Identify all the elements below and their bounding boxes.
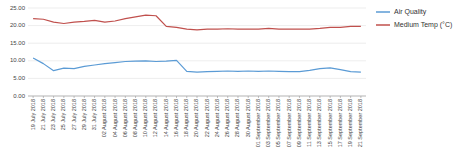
series-line <box>33 15 361 30</box>
x-tick-label: 13 September 2018 <box>316 99 322 147</box>
x-tick-label: 21 July 2018 <box>40 99 46 130</box>
x-tick-label: 21 September 2018 <box>357 99 363 147</box>
x-tick <box>299 96 300 98</box>
x-tick <box>84 96 85 98</box>
x-tick-label: 24 August 2018 <box>214 99 220 137</box>
x-tick <box>340 96 341 98</box>
x-tick-label: 10 August 2018 <box>142 99 148 137</box>
x-tick-label: 02 August 2018 <box>101 99 107 137</box>
x-tick-label: 04 August 2018 <box>112 99 118 137</box>
y-tick-label: 20.00 <box>10 22 26 28</box>
x-tick-label: 12 August 2018 <box>152 99 158 137</box>
x-tick <box>360 96 361 98</box>
grid-line <box>28 60 366 61</box>
x-tick-label: 28 August 2018 <box>234 99 240 137</box>
x-tick <box>125 96 126 98</box>
x-tick-label: 08 August 2018 <box>132 99 138 137</box>
y-tick-label: 25.00 <box>10 5 26 11</box>
x-tick <box>135 96 136 98</box>
x-tick <box>227 96 228 98</box>
x-tick-label: 17 September 2018 <box>337 99 343 147</box>
x-tick <box>94 96 95 98</box>
x-tick-label: 22 August 2018 <box>204 99 210 137</box>
x-tick <box>74 96 75 98</box>
x-tick <box>237 96 238 98</box>
x-tick-label: 20 August 2018 <box>193 99 199 137</box>
y-tick-label: 15.00 <box>10 40 26 46</box>
legend-swatch <box>376 24 390 26</box>
x-tick <box>330 96 331 98</box>
x-tick-label: 25 July 2018 <box>60 99 66 130</box>
x-tick <box>289 96 290 98</box>
x-tick-label: 14 August 2018 <box>163 99 169 137</box>
legend-swatch <box>376 11 390 13</box>
x-tick-label: 30 August 2018 <box>245 99 251 137</box>
x-tick <box>104 96 105 98</box>
x-tick <box>258 96 259 98</box>
x-tick-label: 19 July 2018 <box>30 99 36 130</box>
legend-label: Medium Temp (°C) <box>394 21 452 29</box>
x-tick <box>319 96 320 98</box>
x-tick <box>217 96 218 98</box>
x-tick <box>350 96 351 98</box>
x-tick <box>53 96 54 98</box>
x-tick <box>176 96 177 98</box>
grid-line <box>28 43 366 44</box>
x-tick-label: 26 August 2018 <box>224 99 230 137</box>
x-tick <box>145 96 146 98</box>
x-tick <box>33 96 34 98</box>
x-tick <box>63 96 64 98</box>
x-tick-label: 15 September 2018 <box>327 99 333 147</box>
grid-line <box>28 8 366 9</box>
y-tick-label: 10.00 <box>10 57 26 63</box>
x-tick-label: 05 September 2018 <box>275 99 281 147</box>
x-tick <box>186 96 187 98</box>
chart: 0.00 5.00 10.00 15.00 20.00 25.00 19 July 2018… <box>0 0 474 153</box>
x-tick-label: 29 July 2018 <box>81 99 87 130</box>
x-tick <box>197 96 198 98</box>
x-tick-label: 06 August 2018 <box>122 99 128 137</box>
grid-line <box>28 78 366 79</box>
x-tick <box>207 96 208 98</box>
x-tick-label: 11 September 2018 <box>306 99 312 147</box>
x-tick <box>166 96 167 98</box>
x-tick-label: 07 September 2018 <box>286 99 292 147</box>
series-line <box>33 58 361 72</box>
x-tick-label: 16 August 2018 <box>173 99 179 137</box>
x-tick-label: 23 July 2018 <box>50 99 56 130</box>
x-tick-label: 19 September 2018 <box>347 99 353 147</box>
x-tick-label: 09 September 2018 <box>296 99 302 147</box>
x-tick-label: 27 July 2018 <box>71 99 77 130</box>
x-tick <box>156 96 157 98</box>
x-tick-label: 31 July 2018 <box>91 99 97 130</box>
x-tick <box>115 96 116 98</box>
x-tick <box>268 96 269 98</box>
x-tick-label: 18 August 2018 <box>183 99 189 137</box>
y-tick-label: 0.00 <box>13 93 25 99</box>
plot-area <box>33 15 361 72</box>
x-tick <box>248 96 249 98</box>
x-tick <box>43 96 44 98</box>
x-tick <box>309 96 310 98</box>
y-tick-label: 5.00 <box>13 75 25 81</box>
legend-label: Air Quality <box>394 8 427 16</box>
x-tick-label: 01 September 2018 <box>255 99 261 147</box>
grid-line <box>28 25 366 26</box>
x-tick-label: 03 September 2018 <box>265 99 271 147</box>
x-tick <box>278 96 279 98</box>
